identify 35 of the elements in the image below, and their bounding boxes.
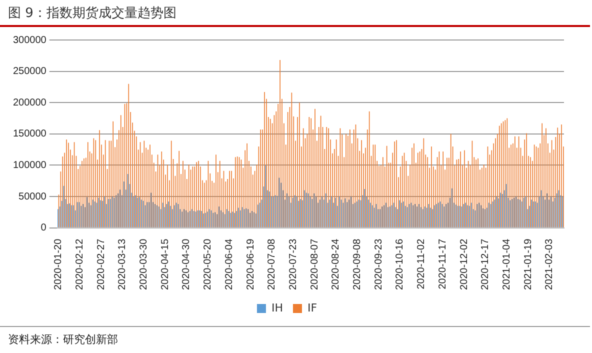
x-tick-label: 2020-11-02: [416, 238, 428, 290]
x-tick-label: 2020-09-23: [373, 238, 384, 290]
x-tick-label: 2020-10-16: [394, 238, 406, 290]
x-tick-label: 2020-02-12: [74, 238, 86, 290]
x-tick-label: 2020-06-04: [224, 238, 235, 290]
x-tick-label: 2021-02-03: [544, 238, 556, 290]
x-tick-label: 2020-01-20: [53, 238, 64, 290]
x-tick-label: 2020-07-08: [266, 238, 278, 290]
x-tick-label: 2020-12-02: [458, 238, 470, 290]
y-tick-label: 150000: [12, 128, 47, 140]
text: 资料来源：研究创新部: [8, 332, 118, 347]
x-tick-label: 2020-03-13: [117, 238, 128, 290]
x-tick-label: 2020-08-24: [330, 238, 342, 290]
x-tick-label: 2020-09-08: [352, 238, 364, 290]
x-tick-label: 2020-03-30: [138, 238, 150, 290]
x-tick-label: 2020-12-17: [480, 238, 492, 290]
y-tick-label: 200000: [12, 97, 47, 108]
x-tick-label: 2020-06-19: [245, 238, 256, 290]
x-tick-label: 2021-01-19: [522, 238, 534, 290]
y-tick-label: 300000: [12, 34, 47, 46]
x-tick-label: 2020-02-27: [96, 238, 107, 290]
chart-title: 图 9：指数期货成交量趋势图: [8, 5, 176, 22]
x-tick-label: 2020-11-17: [437, 238, 448, 290]
legend-label: IH: [271, 301, 283, 314]
legend-label: IF: [307, 301, 318, 314]
y-tick-label: 100000: [12, 160, 47, 171]
x-tick-label: 2020-07-23: [288, 238, 299, 290]
y-tick-label: 250000: [12, 66, 47, 78]
x-tick-label: 2020-05-20: [202, 238, 214, 290]
x-tick-label: 2021-01-04: [501, 238, 512, 290]
y-tick-label: 50000: [18, 191, 47, 202]
x-tick-label: 2020-04-15: [160, 238, 171, 290]
y-tick-label: 0: [40, 222, 47, 234]
x-tick-label: 2020-04-30: [181, 238, 192, 290]
x-tick-label: 2020-08-07: [309, 238, 320, 290]
